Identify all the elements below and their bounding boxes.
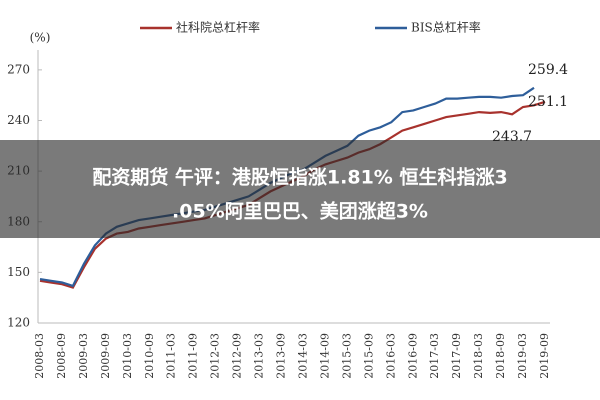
x-tick-label: 2008-09 <box>55 333 68 379</box>
banner-text: 配资期货 午评：港股恒指涨1.81% 恒生科指涨3 <box>92 166 507 189</box>
x-tick-label: 2009-03 <box>77 333 90 379</box>
x-tick-label: 2015-09 <box>362 333 375 379</box>
x-tick-label: 2014-03 <box>296 333 309 379</box>
y-tick-label: 120 <box>7 316 30 330</box>
x-tick-label: 2014-09 <box>318 333 331 379</box>
y-tick-label: 240 <box>7 113 30 127</box>
x-tick-label: 2016-09 <box>406 333 419 379</box>
annotation: 259.4 <box>528 62 568 78</box>
x-tick-label: 2012-03 <box>209 333 222 379</box>
banner-text: .05%阿里巴巴、美团涨超3% <box>172 200 428 223</box>
legend-label: 社科院总杠杆率 <box>176 20 260 35</box>
x-tick-label: 2013-03 <box>253 333 266 379</box>
x-tick-label: 2008-03 <box>33 333 46 379</box>
x-tick-label: 2010-09 <box>143 333 156 379</box>
x-tick-label: 2018-09 <box>494 333 507 379</box>
y-tick-label: 150 <box>7 265 30 279</box>
annotation: 251.1 <box>528 94 568 110</box>
y-axis-label: (%) <box>30 31 51 45</box>
legend-label: BIS总杠杆率 <box>411 20 481 35</box>
y-tick-label: 270 <box>7 62 30 76</box>
x-tick-label: 2010-03 <box>121 333 134 379</box>
banner <box>0 140 600 238</box>
x-tick-label: 2012-09 <box>231 333 244 379</box>
x-tick-label: 2017-09 <box>450 333 463 379</box>
x-tick-label: 2017-03 <box>428 333 441 379</box>
x-tick-label: 2011-03 <box>165 333 178 379</box>
x-tick-label: 2011-09 <box>187 333 200 379</box>
x-tick-label: 2019-09 <box>538 333 551 379</box>
x-tick-label: 2019-03 <box>516 333 529 379</box>
x-tick-label: 2009-09 <box>99 333 112 379</box>
x-tick-label: 2015-03 <box>340 333 353 379</box>
x-tick-label: 2018-03 <box>472 333 485 379</box>
x-tick-label: 2013-09 <box>275 333 288 379</box>
x-tick-label: 2016-03 <box>384 333 397 379</box>
